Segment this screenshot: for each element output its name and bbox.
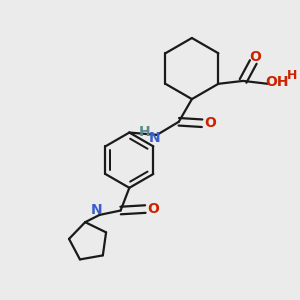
Text: N: N [90, 202, 102, 217]
Text: H: H [139, 125, 151, 139]
Text: N: N [149, 131, 161, 146]
Text: O: O [148, 202, 159, 216]
Text: OH: OH [266, 75, 289, 89]
Text: O: O [204, 116, 216, 130]
Text: O: O [249, 50, 261, 64]
Text: H: H [287, 69, 298, 82]
